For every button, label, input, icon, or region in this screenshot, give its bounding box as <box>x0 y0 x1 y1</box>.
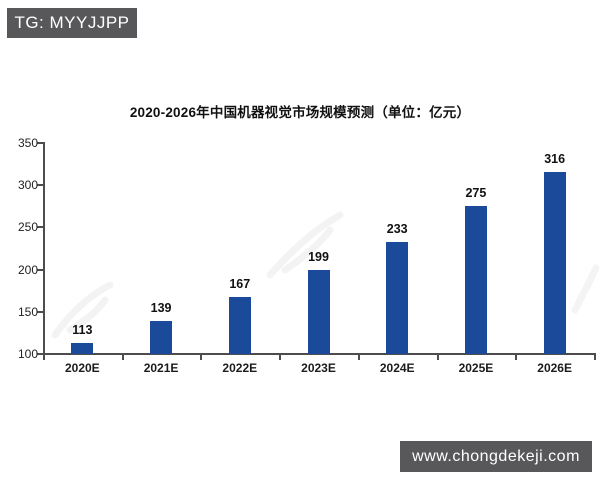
x-axis-tick <box>279 355 282 360</box>
bar-2025E <box>464 206 487 354</box>
bar-2024E <box>386 241 409 354</box>
website-watermark-badge: www.chongdekeji.com <box>400 441 592 472</box>
y-axis-line <box>43 142 45 355</box>
x-axis-tick-label: 2026E <box>537 361 572 375</box>
y-axis-tick-label: 300 <box>17 178 38 193</box>
y-axis-tick-label: 100 <box>17 347 38 361</box>
bar-value-label: 233 <box>386 221 408 236</box>
bar-2021E <box>150 321 173 354</box>
bar-2026E <box>543 171 566 354</box>
x-axis-tick-label: 2022E <box>222 361 258 375</box>
bar-value-label: 139 <box>150 301 172 316</box>
y-axis-tick-label: 350 <box>17 136 38 150</box>
x-axis-tick-label: 2024E <box>379 361 415 375</box>
x-axis-tick <box>121 355 124 360</box>
bar-value-label: 167 <box>229 277 251 292</box>
x-axis-tick-label: 2021E <box>143 361 179 375</box>
y-axis-tick <box>37 268 43 271</box>
y-axis-tick <box>37 353 43 355</box>
bar-2023E <box>307 270 330 354</box>
x-axis-tick <box>436 355 439 360</box>
bar-value-label: 275 <box>465 186 487 201</box>
x-axis-tick <box>357 355 360 360</box>
y-axis-tick <box>37 310 43 313</box>
x-axis-tick <box>515 355 518 360</box>
y-axis-tick-label: 200 <box>17 262 38 277</box>
x-axis-tick <box>43 355 45 360</box>
x-axis-tick-label: 2020E <box>64 361 100 375</box>
tg-watermark-badge: TG: MYYJJPP <box>7 8 137 38</box>
bar-2022E <box>228 297 251 354</box>
x-axis-tick-label: 2023E <box>301 361 336 375</box>
y-axis-tick-label: 150 <box>17 304 38 319</box>
bar-value-label: 199 <box>308 250 329 265</box>
y-axis-tick <box>37 226 43 229</box>
chart-title: 2020-2026年中国机器视觉市场规模预测（单位：亿元） <box>129 105 471 120</box>
x-axis-tick <box>200 355 203 360</box>
bar-2020E <box>71 343 94 354</box>
x-axis-line <box>43 353 596 355</box>
x-axis-tick-label: 2025E <box>458 361 494 375</box>
bar-value-label: 316 <box>544 151 566 166</box>
y-axis-tick <box>37 184 43 187</box>
bar-value-label: 113 <box>72 323 93 338</box>
y-axis-tick <box>37 142 43 144</box>
y-axis-tick-label: 250 <box>17 220 38 235</box>
x-axis-tick <box>594 355 596 360</box>
